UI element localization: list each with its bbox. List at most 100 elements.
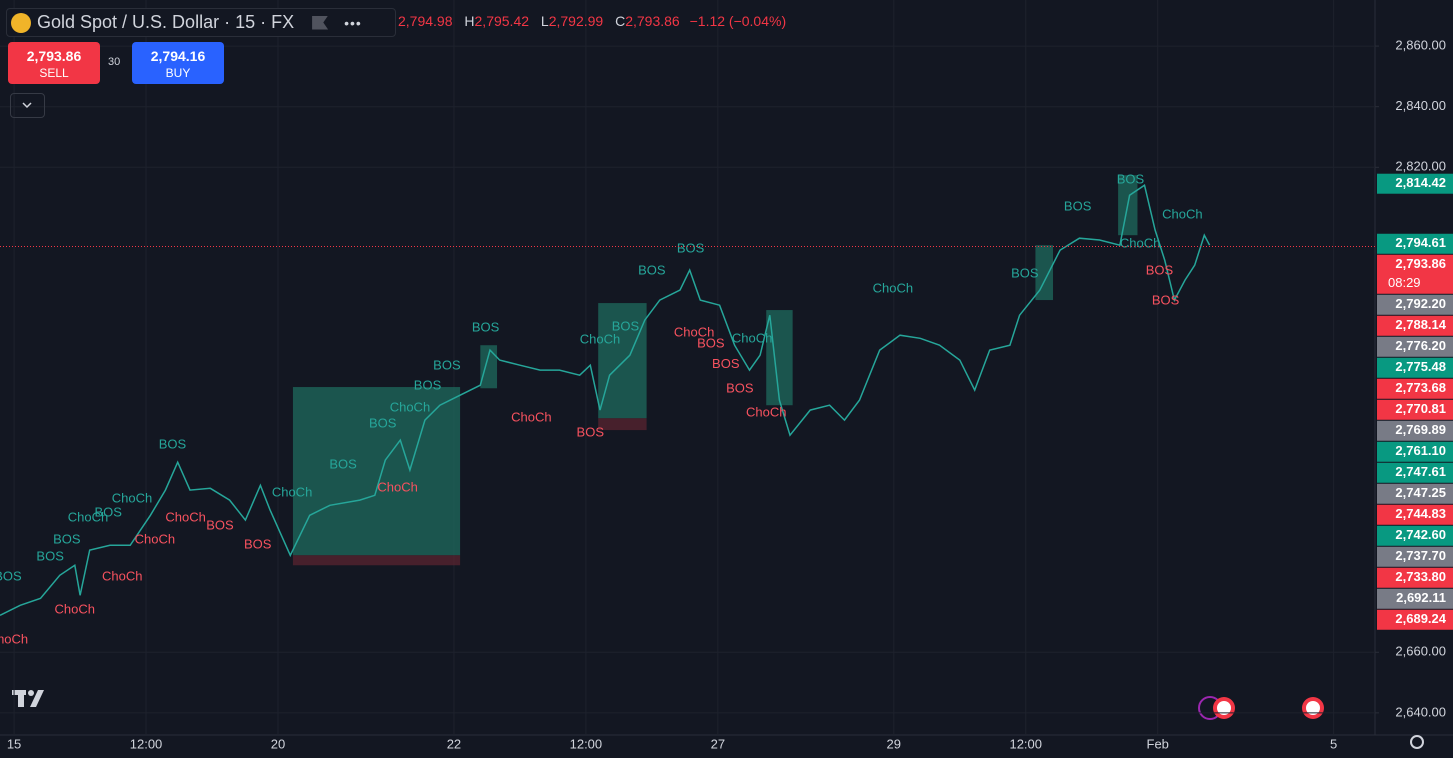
symbol-title: Gold Spot / U.S. Dollar · 15 · FX: [37, 12, 295, 32]
annotation: BOS: [1117, 171, 1145, 186]
price-tag: [1377, 420, 1453, 441]
sell-button[interactable]: 2,793.86 SELL: [8, 42, 100, 84]
annotation: BOS: [712, 356, 740, 371]
price-tag: [1377, 233, 1453, 254]
x-tick-label: 27: [711, 736, 725, 751]
change: −1.12 (−0.04%): [689, 13, 787, 29]
price-tag: [1377, 483, 1453, 504]
open: 2,794.98: [398, 13, 453, 29]
annotation: ChoCh: [511, 410, 551, 425]
annotation: ChoCh: [0, 632, 28, 647]
price-tag-label: 2,744.83: [1395, 506, 1446, 521]
price-tag-label: 2,733.80: [1395, 569, 1446, 584]
price-tag-label: 2,793.86: [1395, 256, 1446, 271]
price-tag-label: 2,773.68: [1395, 380, 1446, 395]
x-tick-label: 12:00: [130, 736, 163, 751]
annotation: BOS: [638, 263, 666, 278]
annotation: ChoCh: [272, 485, 312, 500]
annotation: BOS: [53, 532, 81, 547]
price-tag-label: 2,692.11: [1396, 590, 1446, 605]
more-icon[interactable]: •••: [344, 14, 362, 31]
zone: [292, 387, 461, 556]
low-key: L: [540, 13, 549, 29]
x-tick-label: 29: [887, 736, 901, 751]
buy-button[interactable]: 2,794.16 BUY: [132, 42, 224, 84]
price-tag: [1377, 525, 1453, 546]
zone: [598, 418, 647, 431]
price-tag-label: 2,742.60: [1395, 527, 1446, 542]
countdown: 08:29: [1388, 275, 1421, 290]
y-tick-label: 2,860.00: [1395, 38, 1446, 53]
annotation: ChoCh: [873, 281, 913, 296]
annotation: ChoCh: [68, 510, 108, 525]
annotation: ChoCh: [390, 400, 430, 415]
x-tick-label: 12:00: [570, 736, 603, 751]
x-tick-label: Feb: [1147, 736, 1169, 751]
zone: [480, 345, 498, 389]
price-tag: [1377, 336, 1453, 357]
price-tag-label: 2,788.14: [1395, 317, 1446, 332]
annotation: ChoCh: [135, 532, 175, 547]
symbol-legend[interactable]: Gold Spot / U.S. Dollar · 15 · FX •••: [6, 8, 396, 37]
annotation: BOS: [677, 241, 705, 256]
x-tick-label: 15: [7, 736, 21, 751]
zone: [1035, 245, 1054, 301]
annotation: BOS: [726, 381, 754, 396]
annotation: ChoCh: [674, 325, 714, 340]
price-tag-label: 2,775.48: [1395, 359, 1446, 374]
price-tag-label: 2,792.20: [1395, 296, 1446, 311]
annotation: BOS: [472, 320, 500, 335]
settings-icon[interactable]: [1410, 735, 1424, 749]
high-key: H: [464, 13, 475, 29]
price-tag-label: 2,747.61: [1395, 464, 1446, 479]
flag-icon[interactable]: [312, 15, 329, 30]
y-tick-label: 2,840.00: [1395, 98, 1446, 113]
price-tag-label: 2,761.10: [1395, 443, 1446, 458]
annotation: ChoCh: [377, 480, 417, 495]
price-tag: [1377, 315, 1453, 336]
price-tag: [1377, 399, 1453, 420]
annotation: ChoCh: [55, 602, 95, 617]
price-tag: [1377, 504, 1453, 525]
sell-label: SELL: [39, 66, 69, 80]
annotation: ChoCh: [112, 491, 152, 506]
high: 2,795.42: [474, 13, 530, 29]
price-tag: [1377, 588, 1453, 609]
annotation: BOS: [1146, 263, 1174, 278]
price-tag: [1377, 567, 1453, 588]
price-tag-label: 2,769.89: [1395, 422, 1446, 437]
price-line: [0, 183, 1211, 616]
tv-logo: [12, 690, 44, 707]
price-tag-label: 2,689.24: [1395, 611, 1446, 626]
x-tick-label: 20: [271, 736, 285, 751]
collapse-button[interactable]: [10, 93, 45, 118]
chevron: [22, 102, 32, 109]
annotation: ChoCh: [102, 569, 142, 584]
x-tick-label: 5: [1330, 736, 1337, 751]
y-tick-label: 2,820.00: [1395, 159, 1446, 174]
annotation: ChoCh: [1162, 207, 1202, 222]
y-tick-label: 2,660.00: [1395, 644, 1446, 659]
price-tag: [1377, 462, 1453, 483]
price-tag: [1377, 294, 1453, 315]
annotation: ChoCh: [165, 510, 205, 525]
low: 2,792.99: [548, 13, 604, 29]
annotation: BOS: [577, 425, 605, 440]
x-tick-label: 22: [447, 736, 461, 751]
annotation: BOS: [36, 549, 64, 564]
zone: [598, 303, 647, 419]
price-tag-label: 2,814.42: [1395, 175, 1446, 190]
annotation: BOS: [206, 518, 234, 533]
zone: [292, 555, 461, 566]
close-key: C: [615, 13, 626, 29]
price-tag-label: 2,737.70: [1395, 548, 1446, 563]
annotation: BOS: [1011, 265, 1039, 280]
annotation: BOS: [414, 378, 442, 393]
price-tag: [1377, 609, 1453, 630]
annotation: BOS: [433, 358, 461, 373]
price-tag: [1377, 357, 1453, 378]
price-tag-label: 2,794.61: [1395, 235, 1446, 250]
price-tag-label: 2,770.81: [1395, 401, 1446, 416]
annotation: BOS: [329, 457, 357, 472]
